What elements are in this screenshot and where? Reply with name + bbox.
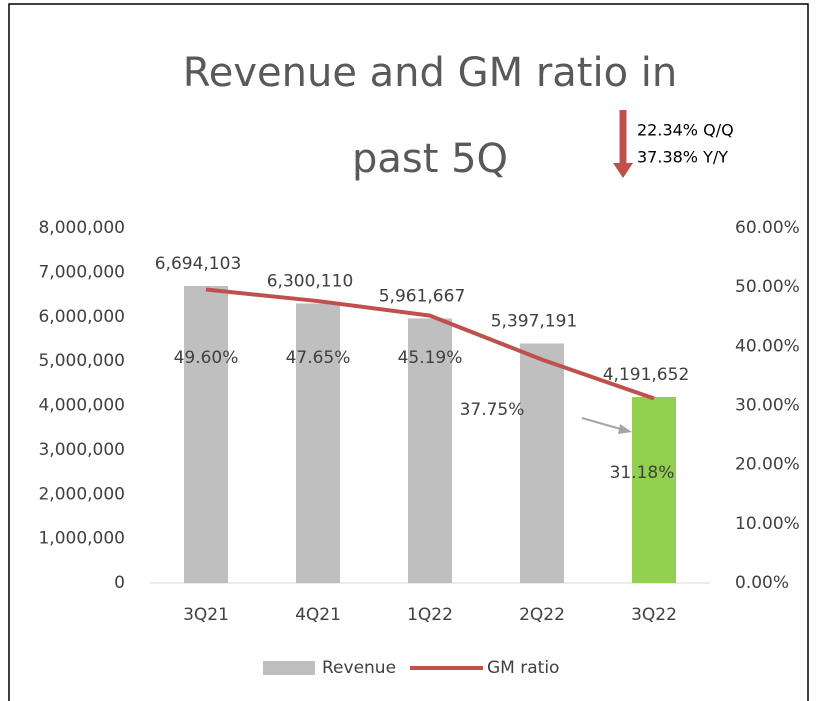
y-tick-label: 4,000,000 [38, 396, 125, 416]
y-tick-label: 0 [114, 573, 125, 593]
data-label: 37.75% [460, 400, 525, 420]
y2-tick-label: 50.00% [735, 277, 800, 297]
bar [632, 396, 676, 583]
legend-swatch [263, 661, 315, 675]
y-tick-label: 5,000,000 [38, 351, 125, 371]
x-tick-label: 3Q21 [183, 605, 229, 625]
annotation: 22.34% Q/Q [637, 121, 734, 140]
y-tick-label: 1,000,000 [38, 529, 125, 549]
data-label: 4,191,652 [603, 365, 690, 385]
bar [520, 343, 564, 583]
bar [296, 303, 340, 583]
data-label: 5,397,191 [491, 311, 578, 331]
y2-tick-label: 40.00% [735, 336, 800, 356]
bar [184, 285, 228, 583]
chart-title: Revenue and GM ratio in past 5Q [182, 50, 678, 182]
line [205, 287, 655, 401]
y-tick-label: 8,000,000 [38, 218, 125, 238]
callout-arrow [581, 417, 625, 431]
data-label: 45.19% [398, 348, 463, 368]
frame [8, 3, 809, 701]
annotation: 37.38% Y/Y [637, 148, 728, 167]
data-label: 6,694,103 [155, 254, 242, 274]
y2-tick-label: 60.00% [735, 218, 800, 238]
y-tick-label: 3,000,000 [38, 440, 125, 460]
x-tick-label: 4Q21 [295, 605, 341, 625]
x-tick-label: 3Q22 [631, 605, 677, 625]
y2-tick-label: 30.00% [735, 396, 800, 416]
y-tick-label: 7,000,000 [38, 262, 125, 282]
y-tick-label: 2,000,000 [38, 484, 125, 504]
y2-tick-label: 20.00% [735, 455, 800, 475]
legend-label: Revenue [322, 658, 396, 678]
y2-tick-label: 10.00% [735, 514, 800, 534]
y2-tick-label: 0.00% [735, 573, 789, 593]
data-label: 5,961,667 [379, 286, 466, 306]
callout-arrow-head [618, 424, 632, 434]
x-tick-label: 2Q22 [519, 605, 565, 625]
bar [408, 318, 452, 583]
y-tick-label: 6,000,000 [38, 307, 125, 327]
x-tick-label: 1Q22 [407, 605, 453, 625]
down-arrow-head [613, 163, 633, 178]
legend-label: GM ratio [487, 658, 559, 678]
data-label: 6,300,110 [267, 271, 354, 291]
data-label: 49.60% [174, 348, 239, 368]
data-label: 31.18% [610, 463, 675, 483]
data-label: 47.65% [286, 348, 351, 368]
